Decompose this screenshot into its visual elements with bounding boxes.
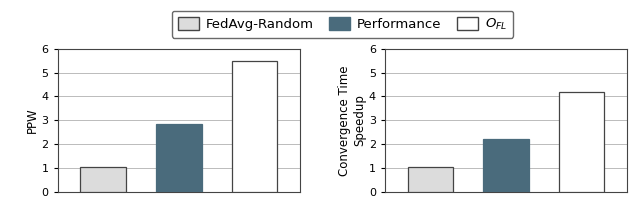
Bar: [156, 124, 202, 192]
Bar: [232, 61, 277, 192]
Bar: [408, 167, 453, 192]
Legend: FedAvg-Random, Performance, $O_{FL}$: FedAvg-Random, Performance, $O_{FL}$: [172, 11, 513, 38]
Y-axis label: Convergence Time
Speedup: Convergence Time Speedup: [338, 65, 366, 176]
Bar: [559, 92, 604, 192]
Y-axis label: PPW: PPW: [26, 108, 38, 133]
Bar: [483, 139, 529, 192]
Bar: [81, 167, 126, 192]
